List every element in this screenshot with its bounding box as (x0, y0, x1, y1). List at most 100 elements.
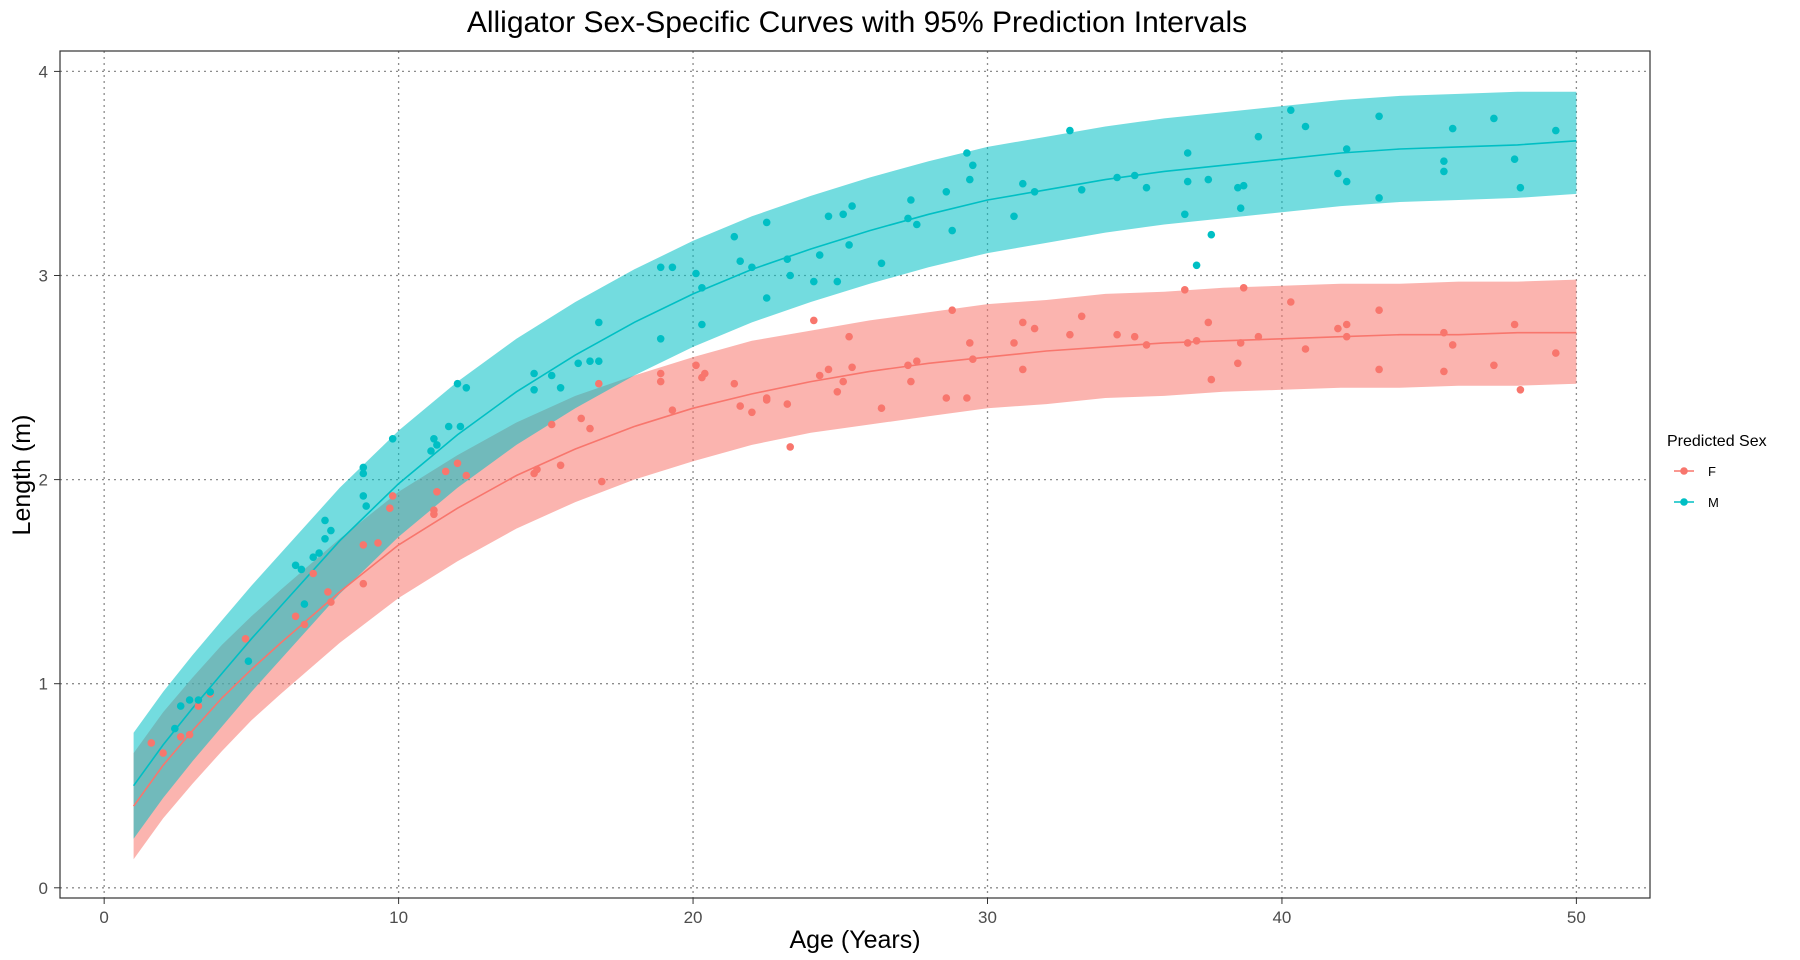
data-point-m (786, 271, 794, 280)
data-point-m (966, 175, 974, 184)
legend: Predicted Sex F M (1667, 433, 1767, 510)
data-point-m (427, 447, 435, 455)
data-point-f (1301, 345, 1310, 353)
data-point-m (848, 202, 856, 210)
y-tick-label: 4 (39, 62, 48, 81)
data-point-f (1254, 332, 1263, 341)
data-point-f (441, 467, 450, 476)
data-point-m (456, 422, 465, 431)
data-point-f (1490, 361, 1498, 370)
panel-border (59, 50, 1651, 899)
data-point-f (845, 332, 853, 341)
data-point-m (388, 435, 397, 443)
data-point-m (433, 441, 441, 449)
y-tick-label: 1 (39, 675, 48, 694)
data-point-m (668, 263, 677, 272)
data-point-m (839, 210, 847, 219)
data-point-f (1342, 332, 1351, 341)
data-point-m (1207, 230, 1216, 239)
data-point-f (453, 459, 462, 468)
data-point-m (1010, 212, 1018, 221)
data-point-m (194, 696, 203, 704)
data-point-m (969, 161, 977, 170)
data-point-f (948, 306, 956, 315)
data-point-f (848, 363, 856, 372)
x-axis-title: Age (Years) (789, 926, 920, 954)
data-point-m (1113, 173, 1121, 182)
data-point-f (1019, 318, 1027, 327)
data-point-m (1287, 106, 1295, 114)
data-point-f (547, 420, 556, 429)
data-point-f (462, 471, 471, 480)
data-point-m (359, 492, 368, 500)
data-point-f (877, 404, 886, 413)
data-point-f (1448, 341, 1457, 349)
data-point-m (595, 357, 603, 366)
x-tick-label: 30 (978, 908, 997, 927)
data-point-m (948, 226, 956, 235)
data-point-m (656, 335, 665, 343)
data-point-m (1334, 169, 1342, 178)
plot-panel (59, 50, 1651, 899)
data-point-m (1440, 157, 1448, 165)
data-point-f (159, 749, 167, 757)
data-point-f (586, 424, 594, 433)
data-point-f (1375, 365, 1383, 374)
data-point-m (1448, 124, 1457, 133)
data-point-f (176, 733, 185, 741)
data-point-f (374, 539, 382, 547)
data-point-m (315, 549, 323, 557)
data-point-f (291, 612, 300, 621)
data-point-m (300, 600, 309, 608)
data-point-m (359, 463, 368, 472)
data-point-m (430, 435, 438, 443)
data-point-f (533, 465, 541, 474)
x-tick-label: 10 (389, 908, 408, 927)
y-tick-label: 0 (39, 879, 48, 898)
data-point-m (963, 149, 971, 157)
data-point-m (913, 220, 921, 229)
data-point-f (1334, 324, 1342, 333)
data-point-m (1552, 126, 1560, 135)
data-point-f (1236, 339, 1245, 347)
x-axis-ticks: 0 10 20 30 40 50 (99, 898, 1586, 927)
data-point-m (1130, 171, 1139, 180)
data-point-m (907, 196, 915, 204)
fitted-curve-m (132, 140, 1577, 787)
data-point-m (530, 369, 538, 378)
data-point-f (833, 388, 842, 396)
data-point-f (577, 414, 585, 423)
data-point-f (730, 379, 739, 388)
data-point-m (1181, 210, 1189, 219)
data-point-m (692, 269, 700, 278)
data-point-m (1342, 177, 1351, 186)
legend-label-f: F (1708, 464, 1716, 479)
data-point-m (656, 263, 665, 272)
legend-item-f: F (1674, 464, 1716, 479)
data-point-f (963, 394, 971, 402)
data-point-m (171, 724, 179, 733)
data-point-m (1204, 175, 1213, 184)
fitted-curve-f (132, 331, 1577, 807)
data-point-f (810, 316, 818, 325)
data-point-m (556, 384, 565, 392)
data-point-m (1183, 149, 1192, 157)
data-point-m (904, 214, 912, 223)
data-point-m (736, 257, 744, 266)
data-point-f (1207, 375, 1216, 384)
y-axis-ticks: 0 1 2 3 4 (39, 62, 60, 898)
data-point-m (462, 384, 471, 392)
data-point-m (1236, 204, 1245, 212)
data-point-m (1142, 183, 1151, 192)
data-point-f (824, 365, 833, 374)
data-point-f (839, 377, 847, 386)
data-point-m (185, 696, 194, 704)
grid-lines (60, 51, 1650, 898)
data-point-f (1375, 306, 1383, 315)
fitted-curves (132, 140, 1577, 807)
data-point-m (783, 255, 792, 263)
data-point-m (698, 320, 706, 329)
data-point-f (783, 400, 792, 408)
data-point-m (810, 277, 818, 286)
data-point-f (966, 339, 974, 347)
